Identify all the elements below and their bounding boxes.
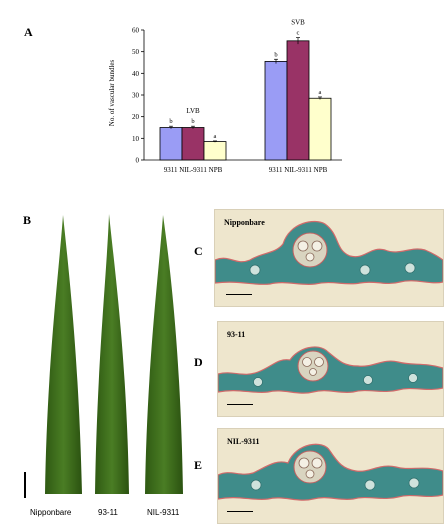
y-tick-label: 30 (132, 92, 140, 100)
leaf-label-nipponbare: Nipponbare (30, 508, 72, 517)
panel-c-letter: C (194, 244, 203, 258)
bar-svb-9311 (264, 61, 288, 161)
bar-lvb-npb (203, 141, 227, 161)
section-c-label: Nipponbare (224, 218, 265, 227)
y-tick-label: 60 (132, 27, 140, 35)
cross-section-e-image (218, 443, 443, 501)
panel-b-letter: B (23, 213, 32, 227)
leaf-label-nil9311: NIL-9311 (147, 508, 180, 517)
cross-section-d-image (218, 346, 443, 394)
bars-layer (159, 37, 332, 161)
group-axis-label: 9311 NIL-9311 NPB (269, 166, 328, 174)
section-e-label: NIL-9311 (227, 437, 260, 446)
significance-letter: a (319, 89, 322, 96)
labels-layer: b b a LVB 9311 NIL-9311 NPB b c a SVB 9311 NIL-93… (164, 19, 328, 174)
y-ticks: 0 10 20 30 40 50 60 (132, 27, 144, 165)
group-label-svb: SVB (291, 19, 305, 27)
y-tick-label: 20 (132, 113, 140, 121)
y-tick-label: 50 (132, 48, 140, 56)
panel-e-letter: E (194, 458, 203, 472)
panel-d-letter: D (194, 355, 203, 369)
y-axis-label: No. of vascular bundles (108, 59, 116, 126)
section-d-label: 93-11 (227, 330, 246, 339)
leaf-nipponbare (45, 215, 82, 494)
group-label-lvb: LVB (186, 107, 200, 115)
leaf-photo-panel (37, 212, 189, 496)
section-e-scale-bar (227, 511, 253, 512)
significance-letter: b (274, 51, 277, 58)
leaf-photo (45, 214, 183, 494)
bar-svb-nil-9311 (286, 40, 310, 161)
panel-a-letter: A (24, 25, 33, 39)
group-axis-label: 9311 NIL-9311 NPB (164, 166, 223, 174)
leaf-9311 (95, 214, 129, 494)
significance-letter: c (297, 30, 300, 37)
significance-letter: b (169, 118, 172, 125)
bar-svb-npb (308, 97, 332, 161)
cross-section-c-image (215, 220, 443, 286)
section-photo-d: 93-11 (217, 321, 444, 417)
significance-letter: b (191, 118, 194, 125)
significance-letter: a (214, 133, 217, 140)
leaf-scale-bar (24, 472, 26, 498)
y-tick-label: 0 (136, 157, 140, 165)
leaf-nil9311 (145, 215, 183, 494)
section-photo-c: Nipponbare (214, 209, 444, 307)
bar-lvb-nil-9311 (181, 127, 205, 161)
y-tick-label: 10 (132, 135, 140, 143)
section-c-scale-bar (226, 294, 252, 295)
y-tick-label: 40 (132, 70, 140, 78)
bar-lvb-9311 (159, 127, 183, 161)
leaf-label-9311: 93-11 (98, 508, 118, 517)
section-d-scale-bar (227, 404, 253, 405)
section-photo-e: NIL-9311 (217, 428, 444, 524)
